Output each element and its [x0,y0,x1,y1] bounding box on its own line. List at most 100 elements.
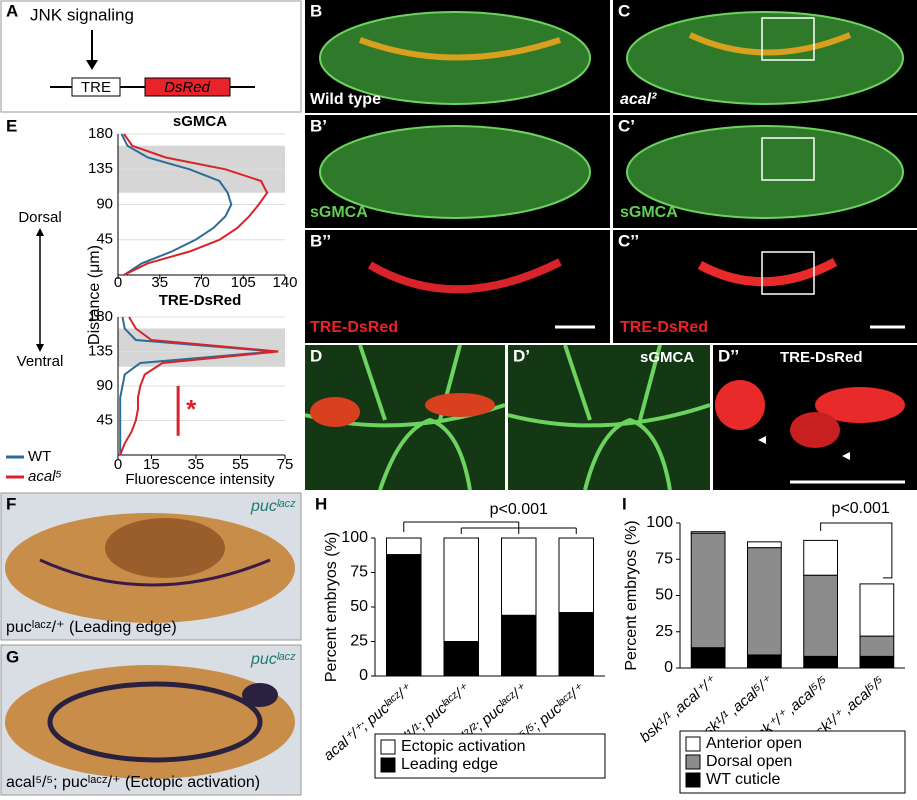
bar-segment [803,574,838,657]
x-tick-label: 0 [114,274,122,291]
schematic-signal: JNK signaling [30,5,134,24]
profile-line [119,316,279,456]
bar-segment [558,537,594,614]
profile-line [120,133,233,276]
image-b2 [305,230,610,343]
annotation: p<0.001 [831,500,889,517]
caption: Wild type [310,91,381,108]
bar-segment [690,647,726,669]
image-b1 [305,115,610,228]
x-tick-label: 35 [188,456,205,473]
bar-segment [859,655,895,669]
panel-label: B’ [310,116,327,135]
y-tick-label: 100 [646,514,673,531]
image-g [0,644,302,796]
schematic-element: TRE [81,79,111,96]
x-tick-label: 75 [277,456,294,473]
arrow-head [86,60,98,70]
bar-segment [386,537,422,556]
panel-label: D [310,346,322,365]
y-tick-label: 90 [96,195,113,212]
legend-label: acal⁵ [28,468,62,485]
bar-segment [501,614,537,677]
y-tick-label: 25 [655,623,673,640]
legend-label: Dorsal open [706,753,792,770]
image-c2 [613,230,917,343]
y-tick-label: 90 [96,377,113,394]
annotation: p<0.001 [490,501,548,518]
image-f [0,492,302,641]
y-tick-label: 50 [655,587,673,604]
panel-label: B [310,1,322,20]
panel-label: C’ [618,116,635,135]
bar-segment [859,635,895,657]
panel-label: E [6,116,17,135]
image-c [613,0,917,113]
legend-label: WT [28,448,51,465]
bar-segment [859,583,895,637]
axis-direction: Dorsal [18,209,61,226]
bar-segment [747,654,782,669]
legend-frame [374,733,606,779]
legend-swatch [685,754,701,770]
legend-label: Anterior open [706,735,802,752]
annotation: * [186,394,197,424]
panel-label: C [618,1,630,20]
bar-segment [386,554,422,677]
bar-segment [690,532,726,649]
bar-segment [803,655,838,669]
legend-swatch [380,757,396,773]
bar-segment [558,612,594,677]
bar-segment [443,537,479,642]
image-d1 [507,344,711,491]
bar-segment [747,547,782,656]
caption: pucˡᵃᶜᶻ [250,651,296,668]
x-tick-label: 105 [231,274,256,291]
caption: acal⁵/⁵; pucˡᵃᶜᶻ/⁺ (Ectopic activation) [6,774,260,791]
panel-label: I [622,494,627,513]
panel-label: A [6,1,18,20]
image-b [305,0,610,113]
y-tick-label: 45 [96,411,113,428]
y-tick-label: 45 [96,231,113,248]
panel-label: F [6,494,16,513]
bar-segment [803,539,838,576]
caption: TRE-DsRed [620,319,708,336]
legend-swatch [380,739,396,755]
panel-label: G [6,647,19,666]
schematic-reporter: DsRed [164,79,211,96]
profile-line [123,133,269,276]
legend-swatch [685,772,701,788]
caption: sGMCA [620,204,678,221]
y-tick-label: 75 [655,550,673,567]
x-tick-label: 140 [272,274,297,291]
subplot-title: TRE-DsRed [159,292,242,309]
x-tick-label: 0 [114,456,122,473]
y-tick-label: 0 [359,667,368,684]
arrow-head [36,344,44,352]
legend-label: Leading edge [401,756,498,773]
y-axis-label: Percent embryos (%) [323,532,340,682]
y-tick-label: 100 [341,529,368,546]
legend-frame [679,730,906,794]
y-axis-label: Distance (μm) [86,245,103,345]
bracket [820,522,893,579]
x-tick-label: 70 [193,274,210,291]
y-tick-label: 135 [88,160,113,177]
caption: sGMCA [640,349,694,366]
bar-segment [501,537,537,616]
caption: pucˡᵃᶜᶻ/⁺ (Leading edge) [6,619,177,636]
panel-label: B’’ [310,231,331,250]
axis-direction: Ventral [17,353,64,370]
caption: TRE-DsRed [310,319,398,336]
image-d [304,344,506,491]
arrow-head [36,228,44,236]
y-tick-label: 0 [664,659,673,676]
y-tick-label: 25 [350,633,368,650]
profile-line [119,316,274,455]
x-tick-label: 15 [143,456,160,473]
legend-label: Ectopic activation [401,738,526,755]
y-tick-label: 75 [350,564,368,581]
y-tick-label: 180 [88,125,113,142]
